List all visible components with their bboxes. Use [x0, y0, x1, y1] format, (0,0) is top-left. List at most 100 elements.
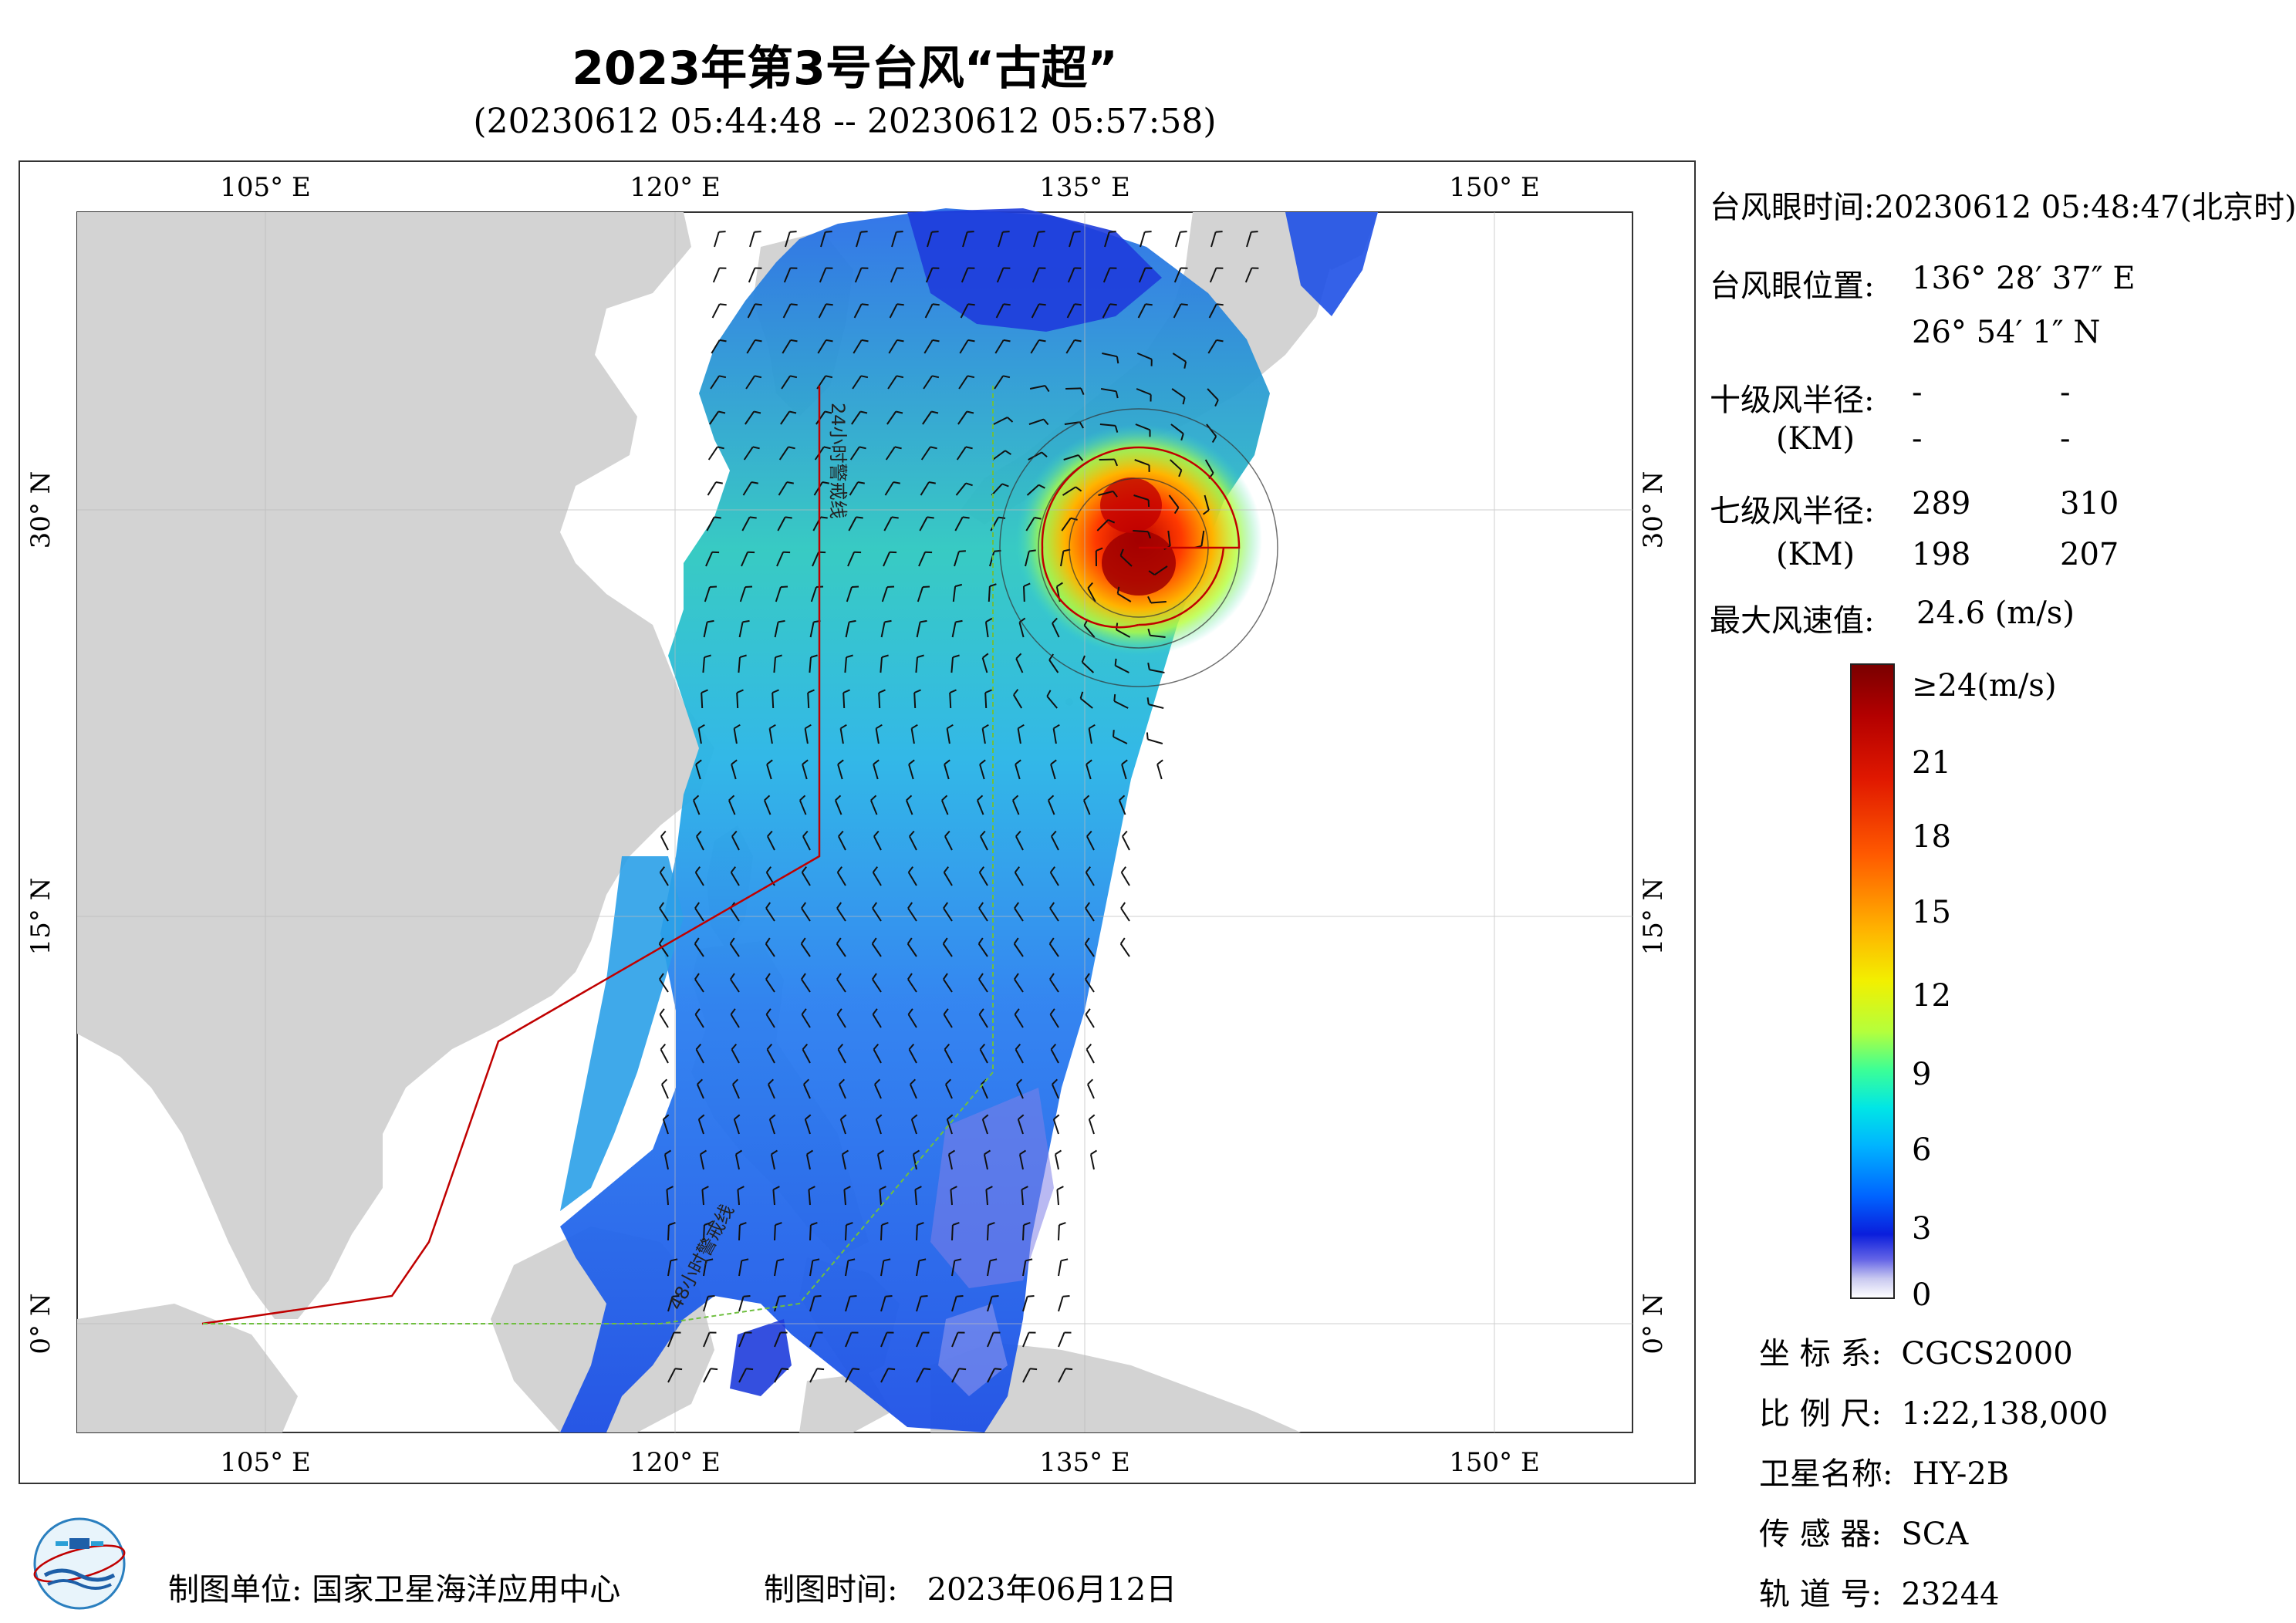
wind-barb-feather	[836, 973, 842, 980]
wind-barb	[730, 1014, 740, 1028]
wind-barb-feather	[814, 1295, 822, 1297]
wind-barb-feather	[836, 1008, 842, 1015]
wind-barb-feather	[944, 1043, 950, 1051]
wind-barb-feather	[1080, 388, 1085, 395]
wind-barb	[878, 692, 881, 709]
wind-barb	[872, 1014, 882, 1028]
wind-barb-feather	[1046, 690, 1052, 697]
warning-line-48h	[202, 386, 994, 1324]
wind-barb-feather	[881, 654, 889, 659]
wind-barb	[1021, 1189, 1024, 1206]
wind-barb-feather	[860, 231, 868, 233]
wind-barb	[714, 231, 720, 248]
wind-barb	[947, 1154, 953, 1170]
wind-barb	[815, 410, 826, 425]
wind-barb	[812, 552, 820, 567]
wind-barb-feather	[859, 446, 866, 450]
wind-barb-feather	[1085, 902, 1091, 909]
wind-barb	[667, 1332, 675, 1348]
wind-barb-feather	[658, 937, 664, 945]
wind-barb-feather	[870, 795, 877, 801]
wind-barb	[1088, 1119, 1095, 1135]
wind-barb	[1069, 231, 1075, 248]
wind-barb	[747, 303, 756, 319]
wind-barb-feather	[1147, 663, 1150, 670]
wind-barb-feather	[810, 654, 818, 659]
wind-barb-feather	[1050, 759, 1057, 765]
lon-tick-bottom: 105° E	[220, 1447, 311, 1478]
wind-barb-feather	[790, 339, 798, 342]
wind-barb-feather	[1018, 724, 1025, 730]
wind-barb-feather	[988, 1222, 995, 1226]
wind-barb-feather	[1178, 470, 1183, 477]
wind-barb	[699, 1154, 704, 1170]
wind-barb	[667, 1224, 670, 1241]
wind-barb-feather	[1053, 724, 1060, 730]
lon-tick-bottom: 135° E	[1039, 1447, 1130, 1478]
wind-barb	[1099, 423, 1116, 427]
wind-barb	[916, 1260, 920, 1277]
wind-barb	[836, 943, 846, 957]
wind-barb	[1122, 835, 1130, 851]
wind-barb	[1170, 459, 1183, 471]
wind-barb-feather	[732, 1078, 739, 1085]
wind-barb	[977, 943, 988, 957]
wind-barb-feather	[1003, 339, 1011, 342]
wind-barb-feather	[672, 1295, 680, 1297]
wind-barb-feather	[1014, 902, 1020, 909]
wind-barb	[731, 1084, 740, 1099]
wind-barb-feather	[930, 410, 939, 414]
wind-barb-feather	[836, 937, 842, 945]
wind-barb-feather	[1002, 375, 1011, 379]
wind-barb-feather	[950, 1186, 957, 1190]
wind-barb-feather	[947, 724, 954, 730]
wind-barb	[701, 1189, 704, 1206]
wind-barb	[869, 800, 878, 815]
wind-barb-feather	[694, 1008, 701, 1015]
wind-barb	[799, 800, 807, 815]
wind-barb-feather	[742, 619, 750, 623]
eye-time-label: 台风眼时间:	[1710, 190, 1875, 225]
footer-unit-value: 国家卫星海洋应用中心	[312, 1572, 621, 1608]
wind-barb	[1022, 1224, 1025, 1241]
wind-barb	[809, 657, 812, 673]
wind-barb	[748, 268, 756, 283]
wind-barb-feather	[1053, 1114, 1060, 1120]
wind-barb-feather	[741, 1258, 749, 1262]
wind-barb	[978, 872, 988, 886]
wind-barb-feather	[919, 1258, 927, 1262]
wind-barb-feather	[857, 481, 865, 484]
wind-barb-feather	[1202, 509, 1210, 515]
wind-barb-feather	[1038, 339, 1046, 342]
r10-value-sw: -	[1912, 421, 1923, 457]
wind-barb	[1086, 764, 1092, 780]
wind-barb	[1147, 738, 1163, 744]
wind-barb	[697, 728, 702, 744]
wind-barb-feather	[985, 617, 993, 623]
wind-barb	[777, 516, 786, 531]
wind-barb	[979, 1048, 988, 1064]
wind-barb	[847, 552, 856, 567]
wind-barb	[914, 1189, 917, 1206]
wind-barb	[703, 1332, 711, 1348]
wind-barb	[1119, 555, 1133, 567]
wind-barb	[730, 872, 740, 886]
wind-barb-feather	[835, 795, 842, 801]
wind-barb-feather	[800, 937, 806, 945]
wind-barb	[890, 268, 898, 283]
wind-barb-feather	[808, 1186, 815, 1190]
wind-barb-feather	[928, 481, 936, 484]
wind-barb	[736, 692, 739, 709]
wind-barb	[920, 481, 930, 496]
wind-barb-feather	[1147, 499, 1150, 508]
wind-barb	[765, 1014, 775, 1028]
wind-barb	[809, 1296, 815, 1312]
wind-barb-feather	[838, 830, 844, 837]
wind-barb	[1113, 700, 1129, 709]
wind-barb-feather	[780, 585, 788, 588]
wind-barb-feather	[978, 902, 984, 909]
wind-barb-feather	[846, 1222, 853, 1226]
wind-barb	[838, 835, 846, 851]
warning-line-24h	[201, 386, 821, 1325]
wind-barb	[1207, 339, 1217, 354]
